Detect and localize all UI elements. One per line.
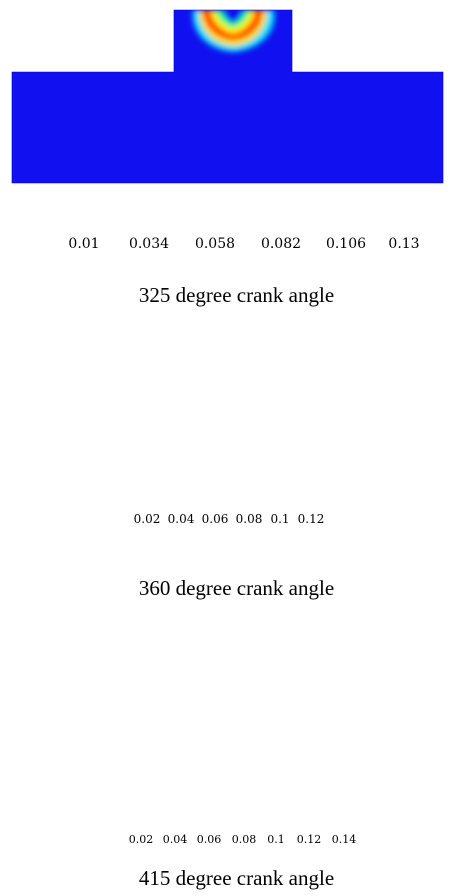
tick-label: 0.02 bbox=[133, 512, 161, 526]
tick-label: 0.106 bbox=[325, 236, 367, 252]
tick-label: 0.04 bbox=[162, 833, 188, 846]
tick-label: 0.058 bbox=[194, 236, 236, 252]
tick-label: 0.04 bbox=[167, 512, 195, 526]
tick-label: 0.08 bbox=[235, 512, 263, 526]
tick-label: 0.06 bbox=[196, 833, 222, 846]
tick-label: 0.02 bbox=[128, 833, 154, 846]
contour-panel-325 bbox=[12, 10, 443, 183]
tick-label: 0.1 bbox=[270, 512, 290, 526]
tick-label: 0.12 bbox=[296, 833, 322, 846]
tick-label: 0.06 bbox=[201, 512, 229, 526]
tick-label: 0.08 bbox=[231, 833, 257, 846]
tick-label: 0.12 bbox=[297, 512, 325, 526]
caption-360: 360 degree crank angle bbox=[138, 576, 335, 600]
tick-label: 0.034 bbox=[128, 236, 170, 252]
caption-415: 415 degree crank angle bbox=[138, 866, 335, 890]
tick-label: 0.01 bbox=[68, 236, 100, 252]
tick-label: 0.1 bbox=[267, 833, 285, 846]
tick-label: 0.14 bbox=[331, 833, 357, 846]
tick-label: 0.082 bbox=[260, 236, 302, 252]
caption-325: 325 degree crank angle bbox=[138, 283, 335, 307]
tick-label: 0.13 bbox=[388, 236, 420, 252]
